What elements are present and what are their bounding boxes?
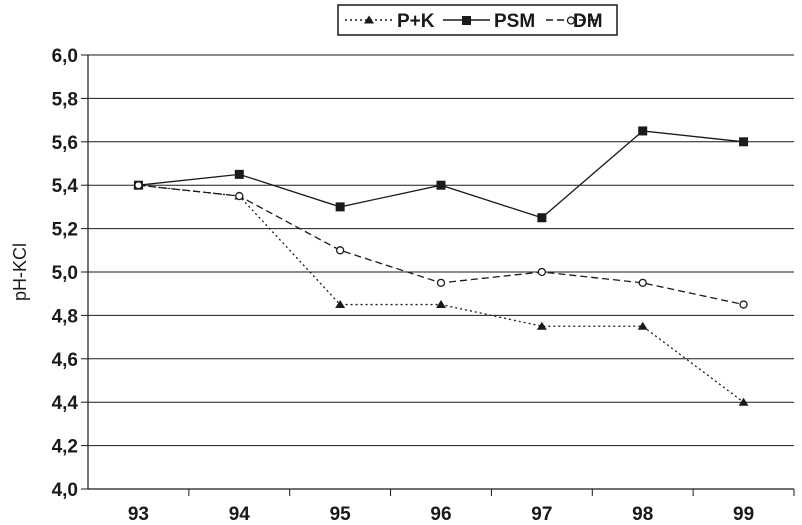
y-tick-label: 5,4 xyxy=(52,176,79,197)
plot-area: 4,0 4,2 4,4 4,6 4,8 5,0 5,2 5,4 5,6 5,8 6,0 93 94 95 9… xyxy=(10,46,795,525)
series-line-1 xyxy=(138,130,744,219)
y-tick-label: 4,0 xyxy=(52,480,78,501)
y-tick-label: 6,0 xyxy=(52,46,78,67)
x-tick-label: 93 xyxy=(128,504,149,525)
data-point-1 xyxy=(537,213,547,223)
series-line-0 xyxy=(138,184,744,403)
y-tick-label: 5,0 xyxy=(52,263,78,284)
x-tick-label: 95 xyxy=(330,504,352,525)
legend-entry-0: P+K xyxy=(345,11,435,32)
data-point-1 xyxy=(739,137,749,147)
x-tick-label: 98 xyxy=(632,504,653,525)
x-tick-label: 94 xyxy=(229,504,251,525)
data-point-0 xyxy=(436,300,446,309)
legend-marker-triangle xyxy=(364,15,374,24)
legend-label-2: DM xyxy=(573,11,603,32)
data-point-2 xyxy=(335,246,345,255)
x-tick-label: 97 xyxy=(531,504,552,525)
data-point-0 xyxy=(637,321,648,330)
y-axis-title: pH-KCl xyxy=(10,243,30,301)
legend-label-1: PSM xyxy=(494,11,535,32)
data-point-2 xyxy=(739,300,748,309)
data-point-0 xyxy=(536,321,547,330)
y-tick-label: 4,2 xyxy=(52,437,78,458)
legend-entry-2: DM xyxy=(546,11,603,32)
data-point-1 xyxy=(638,126,648,136)
y-tick-label: 5,8 xyxy=(52,89,78,110)
data-point-2 xyxy=(235,191,244,201)
data-point-0 xyxy=(335,300,346,309)
data-point-2 xyxy=(134,181,143,190)
legend: P+K PSM DM xyxy=(337,4,618,36)
x-tick-label: 96 xyxy=(430,504,451,525)
legend-entry-1: PSM xyxy=(443,11,535,32)
y-tick-label: 4,6 xyxy=(52,350,78,371)
legend-marker-square xyxy=(462,16,471,25)
legend-marker-circle xyxy=(566,16,576,25)
x-tick-label: 99 xyxy=(733,504,754,525)
y-tick-label: 4,8 xyxy=(52,306,78,327)
y-tick-label: 5,6 xyxy=(52,133,78,154)
data-point-0 xyxy=(738,397,749,406)
data-point-2 xyxy=(537,267,547,277)
y-tick-label: 4,4 xyxy=(52,393,79,414)
data-point-2 xyxy=(436,278,446,288)
legend-label-0: P+K xyxy=(397,11,435,32)
data-point-1 xyxy=(436,180,446,190)
y-tick-label: 5,2 xyxy=(52,220,78,241)
data-point-2 xyxy=(638,278,647,288)
data-point-1 xyxy=(234,169,244,179)
data-point-1 xyxy=(335,202,345,212)
